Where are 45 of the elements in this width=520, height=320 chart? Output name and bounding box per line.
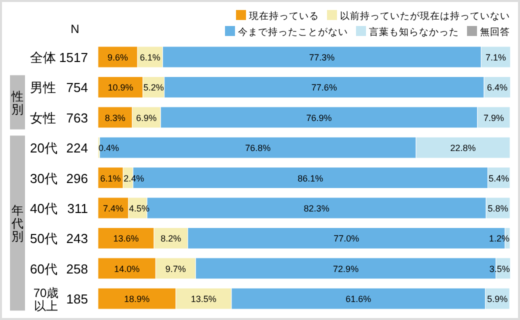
- data-label: 6.9%: [136, 112, 157, 123]
- annotation: 243: [66, 231, 88, 246]
- data-label: 77.0%: [334, 234, 360, 244]
- data-label: 5.9%: [487, 294, 508, 304]
- data-label: 7.9%: [483, 112, 504, 123]
- data-label: 76.8%: [245, 143, 271, 154]
- legend-label: 現在持っている: [249, 10, 319, 22]
- data-label: 7.4%: [102, 204, 124, 214]
- data-label: 76.9%: [306, 112, 332, 123]
- annotation: 296: [66, 170, 88, 186]
- annotation: 763: [66, 110, 88, 126]
- data-label: 6.1%: [140, 52, 160, 62]
- data-label: 5.4%: [488, 173, 510, 184]
- data-label: 8.3%: [104, 112, 126, 123]
- data-label: 9.6%: [108, 52, 128, 62]
- data-label: 9.7%: [165, 264, 186, 274]
- data-label: 86.1%: [298, 173, 324, 184]
- annotation: 754: [66, 80, 88, 96]
- data-label: 61.6%: [346, 294, 372, 304]
- data-label: 13.6%: [113, 234, 139, 244]
- annotation: 185: [66, 292, 88, 307]
- data-label: 72.9%: [333, 264, 359, 274]
- legend-label: 無回答: [480, 26, 510, 38]
- annotation: 年代別: [12, 204, 24, 244]
- data-label: 8.2%: [160, 234, 182, 244]
- data-label: 5.2%: [143, 82, 164, 93]
- data-label: 13.5%: [190, 294, 216, 304]
- data-label: 77.6%: [311, 82, 337, 93]
- annotation: N: [70, 22, 80, 36]
- data-label: 6.1%: [100, 173, 121, 184]
- annotation: 258: [66, 261, 88, 276]
- annotation: 224: [66, 140, 88, 156]
- data-label: 3.5%: [489, 264, 510, 274]
- data-label: 14.0%: [114, 264, 140, 274]
- data-label: 6.4%: [486, 82, 508, 93]
- annotation: 1517: [59, 50, 88, 65]
- data-label: 82.3%: [304, 204, 330, 214]
- annotation: 性別: [12, 89, 24, 116]
- data-label: 77.3%: [309, 52, 335, 62]
- data-label: 18.9%: [124, 294, 150, 304]
- data-label: 10.9%: [108, 82, 134, 93]
- data-label: 5.8%: [488, 204, 508, 214]
- data-label: 22.8%: [450, 143, 476, 154]
- annotation: 311: [67, 201, 88, 216]
- data-label: 7.1%: [486, 52, 506, 62]
